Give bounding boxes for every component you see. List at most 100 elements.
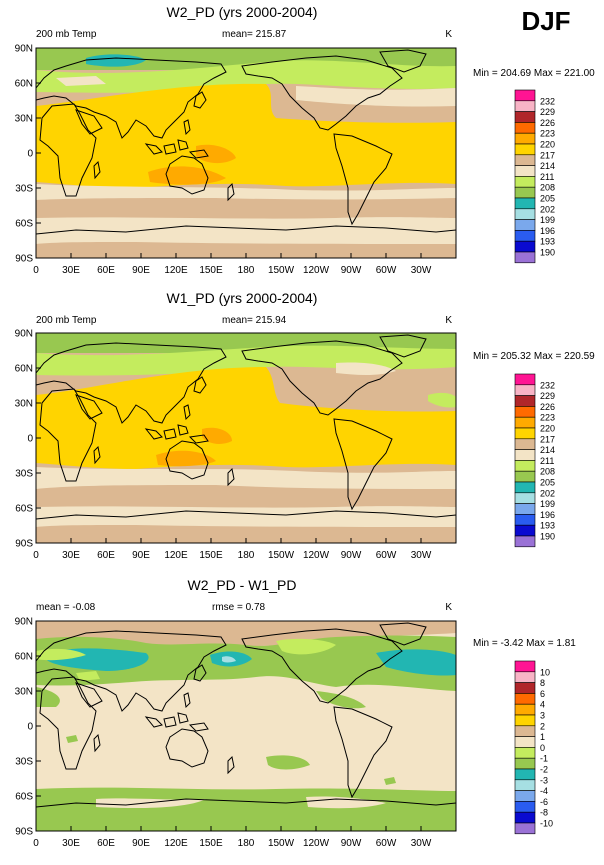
lon-tick-label: 150E [199, 550, 223, 561]
lon-tick-label: 90W [341, 550, 362, 561]
legend-swatch [514, 100, 536, 112]
panel-mean-label: mean= 215.87 [222, 29, 287, 40]
legend-swatch [514, 219, 536, 231]
lat-tick-label: 90S [15, 539, 33, 550]
season-title: DJF [521, 6, 570, 36]
legend-label: -1 [540, 754, 548, 764]
lat-tick-label: 90N [15, 617, 33, 628]
legend-label: 226 [540, 402, 555, 412]
lon-tick-label: 90E [132, 265, 150, 276]
legend-label: 196 [540, 226, 555, 236]
lon-tick-label: 30E [62, 838, 80, 849]
panel-left-label: 200 mb Temp [36, 315, 97, 326]
lon-tick-label: 60E [97, 550, 115, 561]
legend-swatch [514, 535, 536, 548]
legend-label: 3 [540, 711, 545, 721]
lat-tick-label: 60N [15, 79, 33, 90]
legend-label: 214 [540, 161, 555, 171]
panel-w1-pd: W1_PD (yrs 2000-2004) 200 mb Temp mean= … [15, 290, 596, 561]
panel-left-label: 200 mb Temp [36, 29, 97, 40]
legend-swatch [514, 481, 536, 494]
legend-label: 205 [540, 478, 555, 488]
legend-label: 229 [540, 391, 555, 401]
lon-tick-label: 30E [62, 550, 80, 561]
legend-label: 205 [540, 194, 555, 204]
minmax-label: Min = 204.69 Max = 221.00 [473, 68, 595, 79]
legend-label: 190 [540, 532, 555, 542]
panel-left-label: mean = -0.08 [36, 602, 96, 613]
lon-tick-label: 90E [132, 838, 150, 849]
lon-tick-label: 90E [132, 550, 150, 561]
legend-swatch [514, 822, 536, 835]
legend-label: 220 [540, 424, 555, 434]
lat-tick-label: 30N [15, 114, 33, 125]
lat-tick-label: 30N [15, 687, 33, 698]
legend-swatch [514, 208, 536, 220]
lon-tick-label: 120W [303, 550, 330, 561]
panel-mean-label: rmse = 0.78 [212, 602, 266, 613]
legend-swatch [514, 714, 536, 727]
legend-swatch [514, 492, 536, 504]
panel-w2-pd: W2_PD (yrs 2000-2004) 200 mb Temp mean= … [15, 4, 596, 276]
legend-swatch [514, 779, 536, 791]
legend-swatch [514, 703, 536, 716]
lon-tick-label: 0 [33, 550, 39, 561]
legend-label: -3 [540, 775, 548, 785]
lon-tick-label: 150W [268, 550, 295, 561]
legend-swatch [514, 671, 536, 683]
lat-tick-label: 60N [15, 652, 33, 663]
legend-label: 208 [540, 183, 555, 193]
lon-tick-label: 150E [199, 838, 223, 849]
legend-swatch [514, 801, 536, 813]
legend-label: 199 [540, 215, 555, 225]
legend-label: 193 [540, 521, 555, 531]
minmax-label: Min = 205.32 Max = 220.59 [473, 351, 595, 362]
legend-swatch [514, 427, 536, 440]
lon-tick-label: 90W [341, 838, 362, 849]
lon-tick-label: 120E [164, 265, 188, 276]
legend-swatch [514, 747, 536, 759]
legend-label: -2 [540, 765, 548, 775]
legend-swatch [514, 395, 536, 407]
legend-swatch [514, 416, 536, 429]
legend-swatch [514, 693, 536, 705]
lon-tick-label: 60E [97, 838, 115, 849]
legend-swatch [514, 240, 536, 253]
panel-title: W2_PD - W1_PD [188, 577, 297, 593]
legend-swatch [514, 251, 536, 264]
legend-swatch [514, 682, 536, 694]
legend-label: 10 [540, 667, 550, 677]
lat-tick-label: 60S [15, 792, 33, 803]
minmax-label: Min = -3.42 Max = 1.81 [473, 638, 576, 649]
legend-swatch [514, 165, 536, 177]
lat-tick-label: 60S [15, 504, 33, 515]
legend-label: 202 [540, 204, 555, 214]
legend-swatch [514, 811, 536, 824]
legend-swatch [514, 406, 536, 418]
legend-swatch [514, 725, 536, 737]
legend-label: 196 [540, 510, 555, 520]
lat-tick-label: 60N [15, 364, 33, 375]
lat-tick-label: 0 [27, 149, 33, 160]
legend-swatch [514, 384, 536, 396]
legend-swatch [514, 122, 536, 134]
legend-label: 190 [540, 248, 555, 258]
lat-tick-label: 30S [15, 184, 33, 195]
legend-label: 0 [540, 743, 545, 753]
lon-tick-label: 0 [33, 838, 39, 849]
lon-tick-label: 30W [411, 550, 432, 561]
lat-tick-label: 90N [15, 329, 33, 340]
lon-tick-label: 180 [238, 838, 255, 849]
legend-swatch [514, 186, 536, 199]
legend-label: 220 [540, 140, 555, 150]
lat-tick-label: 90S [15, 254, 33, 265]
legend-swatch [514, 197, 536, 210]
legend-swatch [514, 89, 536, 102]
legend-label: 232 [540, 96, 555, 106]
legend-label: -4 [540, 786, 548, 796]
legend-swatch [514, 768, 536, 781]
lat-tick-label: 30S [15, 757, 33, 768]
lon-tick-label: 180 [238, 265, 255, 276]
legend-swatch [514, 503, 536, 515]
